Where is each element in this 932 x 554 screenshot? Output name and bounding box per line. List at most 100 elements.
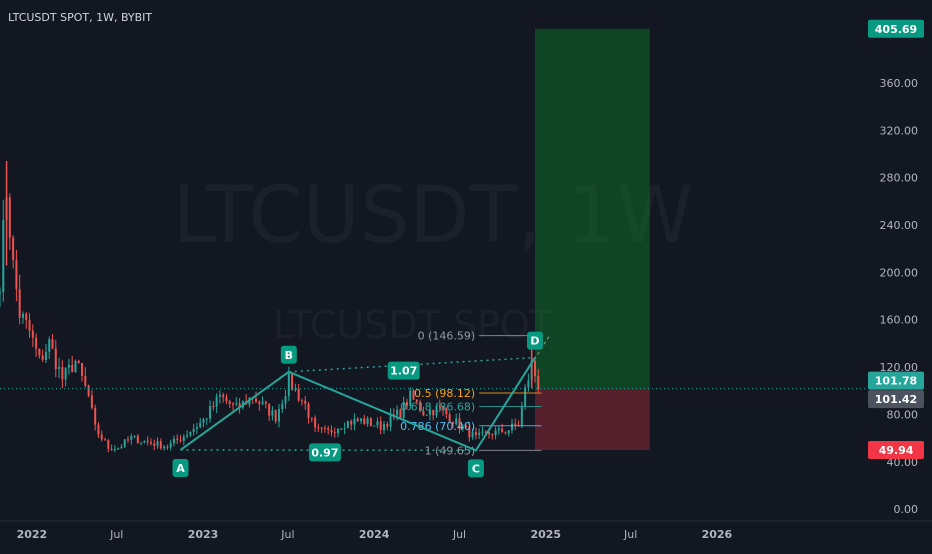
candle-body: [472, 432, 474, 437]
candle-body: [222, 395, 224, 397]
candle-body: [209, 406, 211, 419]
price-label-text: 101.78: [875, 375, 917, 388]
candle-body: [373, 426, 375, 427]
candle-body: [68, 365, 70, 368]
candle-body: [183, 437, 185, 441]
candle-body: [337, 429, 339, 433]
candle-body: [134, 436, 136, 437]
candle-body: [81, 363, 83, 376]
candle-body: [180, 440, 182, 441]
price-label-text: 101.42: [875, 393, 917, 406]
x-tick-label: 2022: [17, 528, 48, 541]
candle-body: [91, 396, 93, 408]
ratio-label-1: 0.97: [309, 443, 341, 461]
chart-title: LTCUSDT SPOT, 1W, BYBIT: [8, 11, 152, 24]
candle-body: [74, 361, 76, 372]
candle-body: [120, 447, 122, 448]
candle-body: [268, 404, 270, 416]
candle-body: [2, 220, 4, 292]
candle-body: [478, 433, 480, 435]
candle-body: [511, 424, 513, 430]
candle-body: [508, 430, 510, 433]
point-d-text: D: [530, 335, 539, 348]
x-tick-label: Jul: [109, 528, 123, 541]
candle-body: [9, 198, 11, 238]
x-tick-label: 2023: [188, 528, 219, 541]
fib-label-0.786: 0.786 (70.40): [400, 420, 475, 433]
ratio-label-1-text: 0.97: [311, 446, 338, 459]
candle-body: [48, 339, 50, 351]
candle-body: [101, 435, 103, 440]
candle-body: [321, 428, 323, 429]
candle-body: [278, 409, 280, 421]
ratio-label-0-text: 1.07: [390, 365, 417, 378]
candle-body: [347, 421, 349, 428]
candle-body: [153, 443, 155, 446]
candle-body: [107, 440, 109, 449]
candle-body: [29, 320, 31, 331]
candle-body: [94, 408, 96, 425]
candle-body: [212, 406, 214, 407]
y-tick-label: 280.00: [880, 172, 919, 185]
candle-body: [308, 404, 310, 418]
candle-body: [360, 418, 362, 421]
candle-body: [170, 443, 172, 448]
candle-body: [219, 395, 221, 397]
y-tick-label: 160.00: [880, 314, 919, 327]
candle-body: [524, 387, 526, 405]
candle-body: [35, 338, 37, 349]
candle-body: [147, 441, 149, 442]
candle-body: [193, 429, 195, 432]
candle-body: [127, 439, 129, 440]
fib-label-0: 0 (146.59): [418, 330, 476, 343]
candle-body: [117, 448, 119, 449]
candle-body: [298, 389, 300, 400]
candle-body: [12, 238, 14, 260]
candle-body: [334, 432, 336, 433]
candle-body: [97, 425, 99, 435]
candle-body: [275, 410, 277, 421]
point-c: C: [468, 459, 484, 477]
x-tick-label: 2025: [530, 528, 561, 541]
candle-body: [173, 439, 175, 443]
x-tick-label: 2024: [359, 528, 390, 541]
candle-body: [498, 428, 500, 430]
candle-body: [78, 361, 80, 363]
candle-body: [426, 415, 428, 416]
candle-body: [84, 376, 86, 386]
candle-body: [38, 349, 40, 356]
candle-body: [527, 380, 529, 387]
candle-body: [288, 374, 290, 397]
candle-body: [65, 368, 67, 380]
candle-body: [199, 423, 201, 428]
price-label-red: 49.94: [868, 441, 924, 459]
candle-body: [196, 427, 198, 429]
candle-body: [166, 447, 168, 448]
candle-body: [534, 361, 536, 376]
candle-body: [324, 428, 326, 429]
candle-body: [481, 432, 483, 433]
candle-body: [281, 404, 283, 409]
candle-body: [514, 424, 516, 425]
candle-body: [357, 419, 359, 421]
candle-body: [163, 447, 165, 449]
candle-body: [265, 402, 267, 404]
price-label-text: 405.69: [875, 23, 917, 36]
candle-body: [340, 429, 342, 430]
price-label-text: 49.94: [879, 444, 914, 457]
candle-body: [88, 386, 90, 396]
candle-body: [235, 403, 237, 404]
candle-body: [19, 289, 21, 318]
candle-body: [52, 339, 54, 348]
y-tick-label: 0.00: [894, 503, 919, 516]
candle-body: [367, 418, 369, 424]
candle-body: [380, 421, 382, 430]
point-b-text: B: [285, 349, 293, 362]
candle-body: [383, 424, 385, 430]
candle-body: [475, 432, 477, 435]
y-tick-label: 320.00: [880, 124, 919, 137]
candle-body: [186, 435, 188, 436]
y-tick-label: 360.00: [880, 77, 919, 90]
candle-body: [386, 424, 388, 427]
